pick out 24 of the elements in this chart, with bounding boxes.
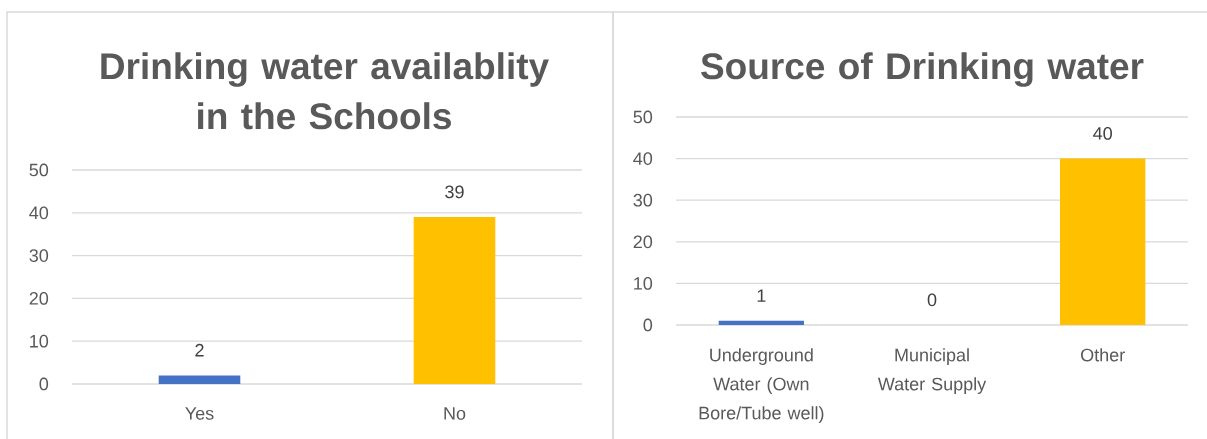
y-tick-label: 20 <box>633 235 653 249</box>
x-tick-label: Yes <box>185 407 214 420</box>
y-tick-label: 50 <box>633 110 653 124</box>
y-tick-label: 10 <box>634 277 653 290</box>
y-tick-label: 10 <box>30 334 49 348</box>
data-label: 1 <box>757 289 766 302</box>
chart-title: Drinking water availablity in the Schools <box>101 52 549 130</box>
y-tick-label: 30 <box>29 249 49 262</box>
y-tick-label: 20 <box>29 292 49 305</box>
data-label: 40 <box>1093 127 1112 140</box>
y-tick-label: 0 <box>643 318 653 332</box>
x-tick-label: Other <box>1081 348 1125 362</box>
data-label: 39 <box>445 185 464 199</box>
x-tick-label: Underground Water (Own Bore/Tube well) <box>699 348 824 423</box>
y-tick-label: 40 <box>29 206 49 220</box>
y-tick-label: 40 <box>633 152 653 165</box>
x-tick-label: Municipal Water Supply <box>877 348 987 394</box>
y-tick-label: 30 <box>633 193 653 207</box>
y-tick-label: 50 <box>29 163 49 177</box>
data-label: 0 <box>927 293 937 307</box>
data-label: 2 <box>195 343 204 357</box>
y-tick-label: 0 <box>39 377 49 391</box>
x-tick-label: No <box>444 407 466 420</box>
chart-title: Source of Drinking water <box>701 52 1144 87</box>
